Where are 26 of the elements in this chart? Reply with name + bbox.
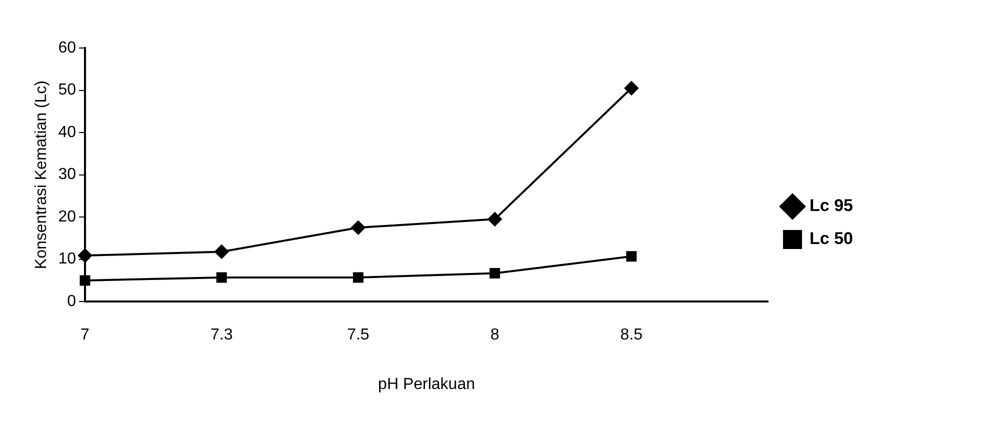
point [488,212,502,226]
point [214,244,229,259]
x-tick-label: 7.3 [210,326,233,344]
point [626,251,637,262]
x-tick-label: 7.5 [347,326,370,344]
y-tick-label: 10 [58,250,76,268]
point [490,268,500,279]
point [352,272,364,283]
x-tick-label: 7 [80,326,90,344]
y-axis-title: Konsentrasi Kematian (Lc) [33,80,50,270]
point [78,248,92,263]
y-tick-label: 40 [58,124,76,141]
legend-label: Lc 50 [810,229,854,248]
point [80,275,90,286]
x-axis-title: pH Perlakuan [378,376,475,393]
y-tick-label: 50 [58,82,76,99]
point [351,220,366,235]
x-tick-label: 8 [490,326,500,344]
y-tick-label: 0 [67,293,76,310]
y-tick-label: 60 [58,39,76,56]
x-tick-label: 8.5 [620,326,643,344]
point [624,81,638,96]
y-tick-label: 20 [58,208,76,226]
point [216,272,227,283]
legend-label: Lc 95 [810,196,854,216]
y-tick-label: 30 [58,166,76,184]
